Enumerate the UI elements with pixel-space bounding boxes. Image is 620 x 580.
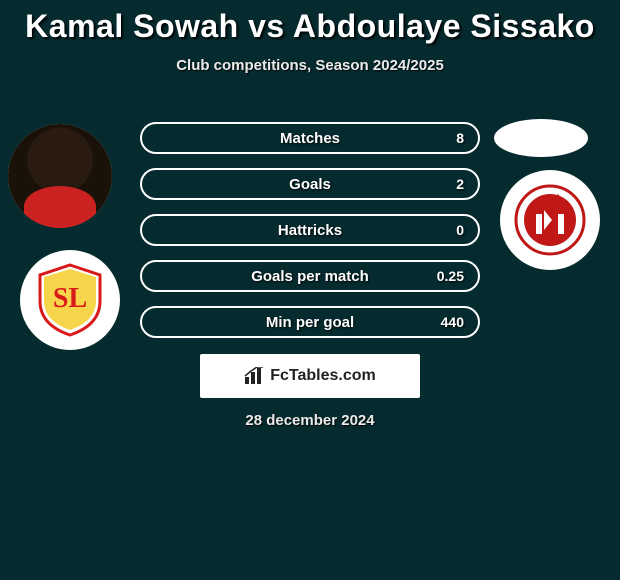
stat-value-right: 0.25 [437,262,464,290]
player-left-avatar [8,124,112,228]
page-subtitle: Club competitions, Season 2024/2025 [0,57,620,74]
branding-badge[interactable]: FcTables.com [200,354,420,398]
stat-row-hattricks: Hattricks 0 [140,214,480,246]
page-title: Kamal Sowah vs Abdoulaye Sissako [0,0,620,45]
player-face-placeholder [8,124,112,228]
club-badge-left: SL [20,250,120,350]
stat-row-goals: Goals 2 [140,168,480,200]
stat-value-right: 8 [456,124,464,152]
bar-chart-icon [244,367,264,385]
stat-label: Min per goal [142,308,478,336]
stat-value-right: 0 [456,216,464,244]
stat-row-matches: Matches 8 [140,122,480,154]
stat-value-right: 440 [441,308,464,336]
stat-value-right: 2 [456,170,464,198]
player-right-avatar [494,119,588,157]
footer-date: 28 december 2024 [0,412,620,429]
branding-text: FcTables.com [270,367,376,385]
stat-row-goals-per-match: Goals per match 0.25 [140,260,480,292]
stat-label: Goals [142,170,478,198]
stat-label: Hattricks [142,216,478,244]
kortrijk-shield-icon [514,184,586,256]
stat-label: Goals per match [142,262,478,290]
stat-label: Matches [142,124,478,152]
standard-liege-shield-icon: SL [36,263,104,337]
svg-text:SL: SL [53,283,87,314]
club-badge-right [500,170,600,270]
stats-container: Matches 8 Goals 2 Hattricks 0 Goals per … [140,122,480,352]
stat-row-min-per-goal: Min per goal 440 [140,306,480,338]
